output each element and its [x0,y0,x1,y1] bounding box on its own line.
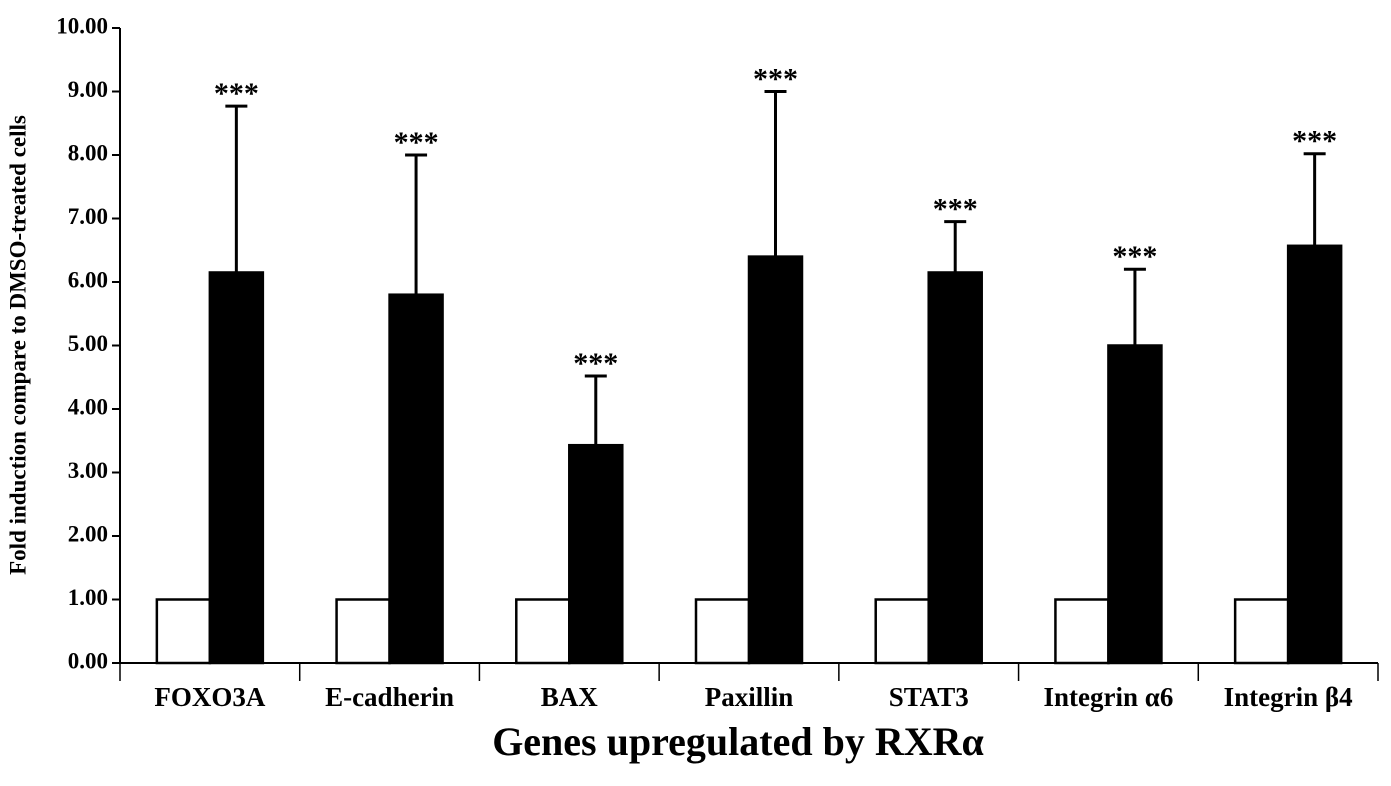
bar [1054,598,1110,665]
y-tick-label: 7.00 [68,204,108,229]
y-tick-label: 2.00 [68,521,108,546]
significance-label: *** [214,77,259,110]
y-tick-label: 3.00 [68,458,108,483]
y-tick-label: 1.00 [68,585,108,610]
significance-label: *** [573,347,618,380]
bar [927,271,983,665]
bar [1107,344,1163,665]
y-tick-label: 4.00 [68,394,108,419]
x-tick-label: Paxillin [705,682,794,712]
significance-label: *** [933,193,978,226]
significance-label: *** [1292,125,1337,158]
x-tick-label: Integrin α6 [1044,682,1174,712]
y-tick-label: 6.00 [68,267,108,292]
x-axis-title: Genes upregulated by RXRα [492,719,984,764]
bar [208,271,265,665]
y-tick-label: 9.00 [68,77,108,102]
bar [568,443,624,665]
y-axis-title: Fold induction compare to DMSO-treated c… [5,115,30,575]
x-tick-label: Integrin β4 [1224,682,1353,712]
y-tick-label: 10.00 [56,13,108,38]
x-tick-label: FOXO3A [154,682,265,712]
bar [694,598,751,665]
significance-label: *** [753,62,798,95]
bar [155,598,212,665]
bar [874,598,930,665]
bar [515,598,571,665]
bar [1233,598,1290,665]
bar [1286,244,1343,665]
x-tick-label: STAT3 [889,682,969,712]
bar [388,293,444,665]
x-tick-label: E-cadherin [325,682,454,712]
x-tick-label: BAX [541,682,599,712]
bar [747,255,804,665]
y-tick-label: 0.00 [68,648,108,673]
bar [335,598,391,665]
y-tick-label: 8.00 [68,140,108,165]
y-tick-label: 5.00 [68,331,108,356]
significance-label: *** [1112,240,1157,273]
significance-label: *** [394,126,439,159]
